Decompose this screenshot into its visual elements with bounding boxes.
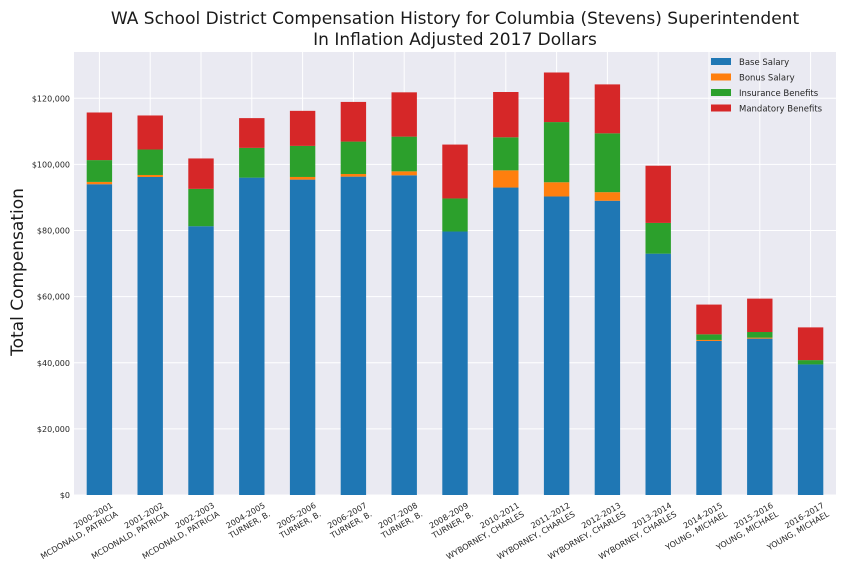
bar-insurance-benefits bbox=[645, 222, 671, 254]
bar-insurance-benefits bbox=[391, 136, 417, 172]
legend-swatch bbox=[711, 89, 731, 96]
bar-base-salary bbox=[594, 200, 621, 495]
bar-insurance-benefits bbox=[442, 198, 468, 232]
bar-base-salary bbox=[340, 176, 367, 495]
bar-mandatory-benefits bbox=[493, 92, 519, 138]
bar-base-salary bbox=[493, 187, 519, 495]
bar-base-salary bbox=[747, 338, 773, 495]
y-tick-label: $40,000 bbox=[37, 359, 70, 368]
bar-mandatory-benefits bbox=[747, 298, 773, 333]
legend-swatch bbox=[711, 104, 731, 112]
bar-insurance-benefits bbox=[747, 332, 773, 338]
bar-base-salary bbox=[645, 253, 671, 495]
bar-insurance-benefits bbox=[696, 334, 722, 340]
bar-insurance-benefits bbox=[797, 360, 824, 365]
chart-subtitle: In Inflation Adjusted 2017 Dollars bbox=[313, 30, 597, 50]
bar-base-salary bbox=[543, 196, 570, 496]
bar-mandatory-benefits bbox=[137, 115, 163, 150]
bar-mandatory-benefits bbox=[391, 92, 417, 137]
y-tick-label: $80,000 bbox=[37, 227, 70, 236]
bar-base-salary bbox=[289, 179, 316, 495]
bar-insurance-benefits bbox=[289, 145, 316, 177]
bar-insurance-benefits bbox=[543, 122, 570, 183]
bar-bonus-salary bbox=[747, 337, 773, 339]
y-tick-label: $60,000 bbox=[37, 293, 70, 302]
y-tick-label: $120,000 bbox=[32, 94, 70, 103]
bar-bonus-salary bbox=[86, 181, 113, 185]
bar-mandatory-benefits bbox=[340, 101, 367, 142]
bar-insurance-benefits bbox=[188, 188, 214, 227]
bar-mandatory-benefits bbox=[594, 84, 621, 134]
y-tick-label: $100,000 bbox=[32, 160, 70, 169]
bar-mandatory-benefits bbox=[645, 165, 671, 223]
bar-insurance-benefits bbox=[340, 141, 367, 174]
chart-title: WA School District Compensation History … bbox=[110, 9, 800, 29]
bar-mandatory-benefits bbox=[289, 110, 316, 146]
bar-bonus-salary bbox=[594, 192, 621, 201]
bar-insurance-benefits bbox=[137, 149, 163, 175]
bar-base-salary bbox=[239, 177, 265, 495]
bar-mandatory-benefits bbox=[696, 304, 722, 335]
bar-bonus-salary bbox=[696, 339, 722, 341]
legend-swatch bbox=[711, 73, 731, 81]
bar-mandatory-benefits bbox=[188, 158, 214, 189]
bar-bonus-salary bbox=[137, 174, 163, 177]
bar-bonus-salary bbox=[391, 171, 417, 176]
legend-label: Bonus Salary bbox=[739, 74, 795, 84]
bar-mandatory-benefits bbox=[543, 72, 570, 123]
bar-insurance-benefits bbox=[594, 133, 621, 193]
bar-base-salary bbox=[797, 364, 824, 495]
bar-base-salary bbox=[442, 231, 468, 496]
bar-base-salary bbox=[188, 226, 214, 496]
bar-insurance-benefits bbox=[86, 160, 113, 182]
y-tick-label: $20,000 bbox=[37, 425, 70, 434]
legend-swatch bbox=[711, 58, 731, 65]
bar-mandatory-benefits bbox=[797, 327, 824, 361]
legend-label: Base Salary bbox=[739, 58, 789, 68]
legend-label: Insurance Benefits bbox=[739, 89, 819, 99]
bar-base-salary bbox=[86, 184, 113, 495]
bar-bonus-salary bbox=[289, 176, 316, 180]
legend-label: Mandatory Benefits bbox=[739, 105, 823, 115]
bar-insurance-benefits bbox=[239, 147, 265, 178]
bar-bonus-salary bbox=[493, 170, 519, 188]
bar-bonus-salary bbox=[340, 173, 367, 177]
bar-base-salary bbox=[137, 176, 163, 495]
bar-base-salary bbox=[391, 175, 417, 495]
y-tick-label: $0 bbox=[60, 491, 70, 500]
bar-mandatory-benefits bbox=[442, 144, 468, 199]
bar-mandatory-benefits bbox=[239, 118, 265, 148]
bar-base-salary bbox=[696, 340, 722, 495]
bar-insurance-benefits bbox=[493, 137, 519, 171]
bar-mandatory-benefits bbox=[86, 112, 113, 161]
bar-bonus-salary bbox=[543, 182, 570, 197]
